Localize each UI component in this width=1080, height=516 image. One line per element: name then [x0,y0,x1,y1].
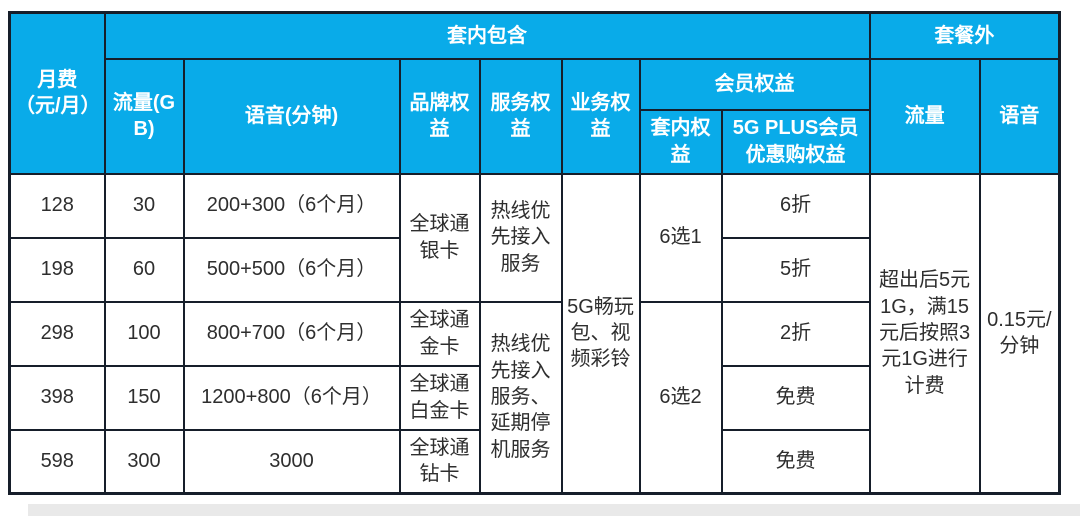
header-service-benefit: 服务权益 [478,57,563,175]
fee-cell: 598 [8,428,106,495]
bottom-gray-strip [28,504,1080,516]
voice-cell: 800+700（6个月） [182,300,401,367]
data-gb-cell: 30 [103,172,185,239]
header-extra-data: 流量 [868,57,981,175]
table-row-plan-598: 598 300 3000 全球通钻卡 免费 [8,428,1060,495]
member-discount-cell: 5折 [720,236,871,303]
header-row-sub: 套内权益 5G PLUS会员优惠购权益 [10,108,1060,175]
voice-cell: 1200+800（6个月） [182,364,401,431]
business-benefit-cell: 5G畅玩包、视频彩铃 [560,172,641,495]
header-in-package-group: 套内包含 [103,11,871,60]
fee-cell: 298 [8,300,106,367]
table-row-plan-298: 298 100 800+700（6个月） 全球通金卡 热线优先接入服务、延期停机… [8,300,1060,495]
member-in-choice-cell: 6选2 [638,300,723,495]
member-discount-cell: 免费 [720,364,871,431]
data-gb-cell: 60 [103,236,185,303]
data-gb-cell: 300 [103,428,185,495]
tariff-table: 月费（元/月） 套内包含 套餐外 流量(GB) 语音(分钟) 品牌权益 服务权益… [8,11,1062,495]
table-row-plan-128: 128 30 200+300（6个月） 全球通银卡 热线优先接入服务 5G畅玩包… [8,172,1061,495]
extra-data-rule-cell: 超出后5元1G，满15元后按照3元1G进行计费 [868,172,981,495]
fee-cell: 198 [8,236,106,303]
header-extra-voice: 语音 [978,57,1061,175]
header-data-gb: 流量(GB) [103,57,185,175]
fee-cell: 398 [8,364,106,431]
data-gb-cell: 150 [103,364,185,431]
brand-card-cell: 全球通银卡 [398,172,481,303]
data-gb-cell: 100 [103,300,185,367]
fee-cell: 128 [8,172,106,239]
member-in-choice-cell: 6选1 [638,172,723,303]
service-benefit-cell: 热线优先接入服务、延期停机服务 [478,300,563,495]
extra-voice-rate-cell: 0.15元/分钟 [978,172,1061,495]
table-row-plan-198: 198 60 500+500（6个月） 5折 [8,236,1060,303]
voice-cell: 3000 [182,428,401,495]
header-member-5g-plus: 5G PLUS会员优惠购权益 [720,108,871,175]
member-discount-cell: 2折 [720,300,871,367]
service-benefit-cell: 热线优先接入服务 [478,172,563,303]
voice-cell: 500+500（6个月） [182,236,401,303]
header-member-in-package: 套内权益 [638,108,723,175]
table-row-plan-398: 398 150 1200+800（6个月） 全球通白金卡 免费 [8,364,1060,431]
brand-card-cell: 全球通钻卡 [398,428,481,495]
header-row-mid: 流量(GB) 语音(分钟) 品牌权益 服务权益 业务权益 会员权益 流量 语音 [10,57,1061,175]
header-brand-benefit: 品牌权益 [398,57,481,175]
brand-card-cell: 全球通白金卡 [398,364,481,431]
header-out-package-group: 套餐外 [868,11,1061,60]
header-row-top: 月费（元/月） 套内包含 套餐外 [8,11,1061,175]
header-business-benefit: 业务权益 [560,57,641,175]
member-discount-cell: 6折 [720,172,871,239]
header-member-benefit-group: 会员权益 [638,57,871,111]
header-monthly-fee: 月费（元/月） [8,11,106,175]
header-voice-min: 语音(分钟) [182,57,401,175]
brand-card-cell: 全球通金卡 [398,300,481,367]
voice-cell: 200+300（6个月） [182,172,401,239]
member-discount-cell: 免费 [720,428,871,495]
